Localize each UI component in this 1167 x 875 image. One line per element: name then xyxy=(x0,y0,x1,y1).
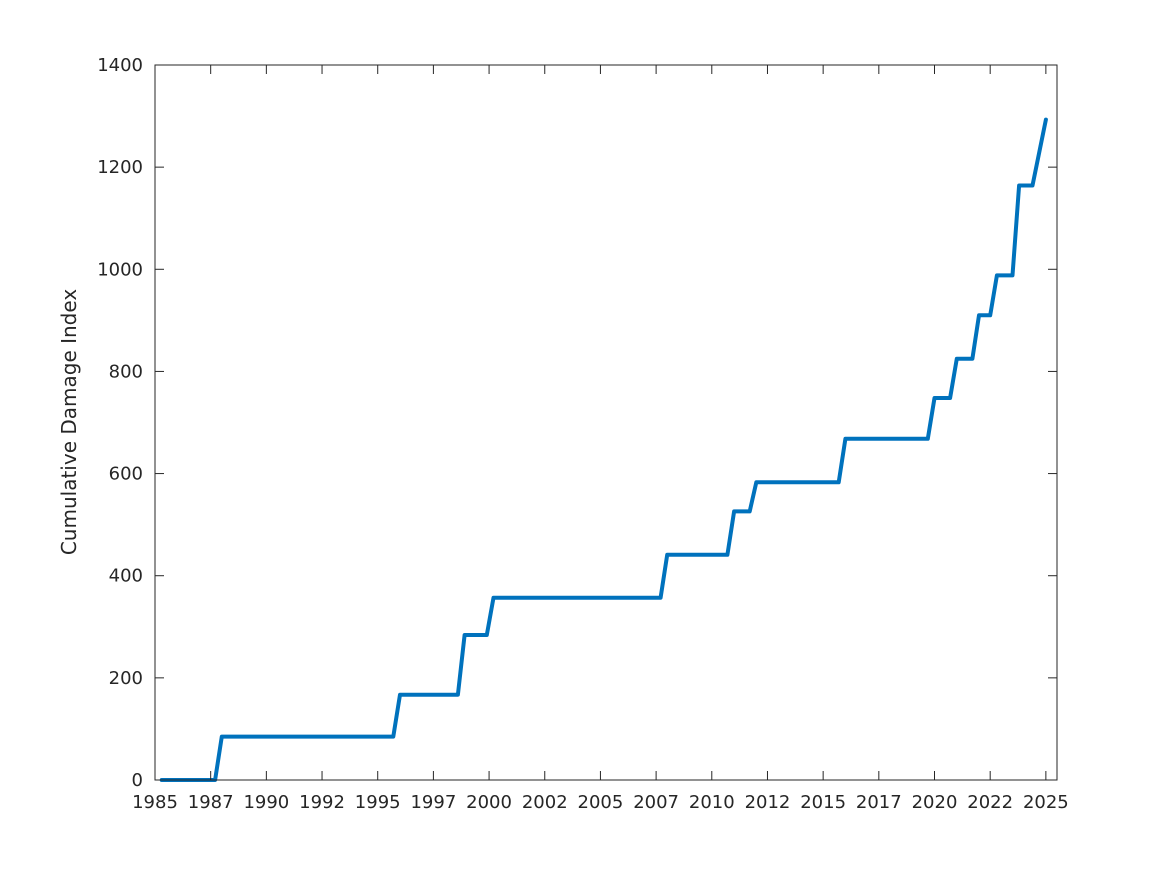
y-tick-labels: 0 200 400 600 800 1000 1200 1400 xyxy=(97,55,143,791)
y-tick-label: 800 xyxy=(109,361,143,382)
y-tick-label: 1000 xyxy=(97,259,143,280)
series-line-0 xyxy=(159,117,1048,782)
x-tick-label: 1992 xyxy=(299,792,345,813)
series-layer xyxy=(159,117,1048,782)
x-tick-label: 1985 xyxy=(132,792,178,813)
x-tick-label: 2012 xyxy=(745,792,791,813)
x-tick-label: 2000 xyxy=(466,792,512,813)
y-tick-label: 200 xyxy=(109,668,143,689)
x-tick-label: 1990 xyxy=(243,792,289,813)
y-tick-label: 600 xyxy=(109,464,143,485)
x-tick-labels: 1985 1987 1990 1992 1995 1997 2000 2002 2005 2007… xyxy=(132,792,1069,813)
y-tick-label: 400 xyxy=(109,566,143,587)
x-tick-label: 2022 xyxy=(967,792,1013,813)
x-tick-label: 2005 xyxy=(578,792,624,813)
y-tick-label: 1200 xyxy=(97,157,143,178)
x-tick-label: 2015 xyxy=(800,792,846,813)
x-tick-label: 2002 xyxy=(522,792,568,813)
x-tick-label: 1995 xyxy=(355,792,401,813)
y-axis-label: Cumulative Damage Index xyxy=(57,289,81,555)
y-tick-label: 0 xyxy=(132,770,143,791)
x-tick-label: 1997 xyxy=(410,792,456,813)
x-tick-label: 1987 xyxy=(188,792,234,813)
x-tick-label: 2007 xyxy=(633,792,679,813)
y-tick-label: 1400 xyxy=(97,55,143,76)
x-tick-label: 2017 xyxy=(856,792,902,813)
plot-area xyxy=(155,65,1057,780)
axes-box xyxy=(154,64,1058,781)
x-tick-label: 2010 xyxy=(689,792,735,813)
x-tick-label: 2025 xyxy=(1023,792,1069,813)
x-tick-label: 2020 xyxy=(912,792,958,813)
